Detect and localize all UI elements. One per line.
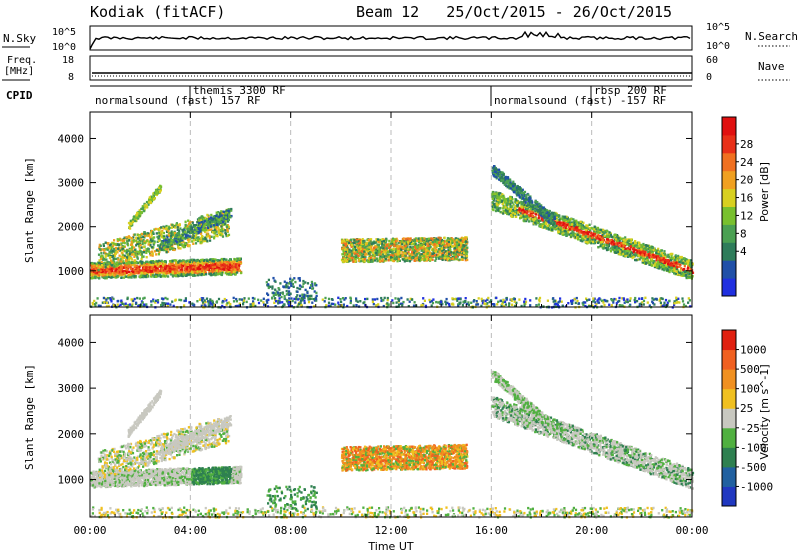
cpid-mode-1: normalsound (fast) 157 RF bbox=[95, 94, 261, 107]
nave-label: Nave bbox=[758, 60, 785, 73]
colorbar-swatch bbox=[722, 134, 736, 154]
vel-ytick-label: 4000 bbox=[58, 336, 85, 349]
colorbar-tick-label: 16 bbox=[740, 192, 753, 205]
colorbar-swatch bbox=[722, 224, 736, 243]
colorbar-tick-label: 12 bbox=[740, 209, 753, 222]
colorbar-swatch bbox=[722, 486, 736, 507]
xtick-label: 16:00 bbox=[475, 524, 508, 537]
colorbar-tick-label: 500 bbox=[740, 363, 760, 376]
freq-tick-high: 18 bbox=[62, 55, 74, 66]
colorbar-tick-label: 4 bbox=[740, 245, 747, 258]
xtick-label: 00:00 bbox=[73, 524, 106, 537]
power-colorbar: 28 24 20 16 12 8 4 bbox=[721, 116, 754, 297]
colorbar-swatch bbox=[722, 206, 736, 225]
power-colorbar-label: Power [dB] bbox=[758, 162, 771, 222]
colorbar-swatch bbox=[722, 170, 736, 190]
nsearch-tick-high: 10^5 bbox=[706, 22, 730, 33]
nsky-trace bbox=[89, 30, 691, 50]
colorbar-tick-label: 24 bbox=[740, 156, 754, 169]
colorbar-swatch bbox=[722, 388, 736, 409]
power-panel: 1000 2000 3000 4000 Slant Range [km] bbox=[23, 111, 695, 309]
colorbar-tick-label: 25 bbox=[740, 402, 753, 415]
colorbar-swatch bbox=[722, 466, 736, 487]
cpid-label: CPID bbox=[6, 89, 33, 102]
colorbar-tick-label: -1000 bbox=[740, 480, 773, 493]
colorbar-swatch bbox=[722, 278, 736, 297]
power-ytick-label: 2000 bbox=[58, 221, 85, 234]
power-ylabel: Slant Range [km] bbox=[23, 157, 36, 263]
colorbar-tick-label: 28 bbox=[740, 138, 753, 151]
nave-tick-low: 0 bbox=[706, 72, 712, 83]
freq-label-2: [MHz] bbox=[4, 66, 34, 77]
vel-ytick-label: 2000 bbox=[58, 428, 85, 441]
xtick-label: 08:00 bbox=[274, 524, 307, 537]
xtick-label: 04:00 bbox=[174, 524, 207, 537]
colorbar-swatch bbox=[722, 408, 736, 429]
colorbar-swatch bbox=[722, 349, 736, 370]
xtick-label: 12:00 bbox=[374, 524, 407, 537]
colorbar-tick-label: 8 bbox=[740, 227, 747, 240]
colorbar-swatch bbox=[722, 117, 736, 136]
nsky-tick-high: 10^5 bbox=[52, 27, 76, 38]
colorbar-tick-label: -100 bbox=[740, 441, 767, 454]
nsearch-label: N.Search bbox=[745, 30, 798, 43]
colorbar-tick-label: 1000 bbox=[740, 344, 767, 357]
power-ytick-label: 1000 bbox=[58, 265, 85, 278]
cpid-panel: CPID normalsound (fast) 157 RF themis 33… bbox=[6, 84, 692, 107]
nsky-tick-low: 10^0 bbox=[52, 42, 76, 53]
xtick-label: 00:00 bbox=[675, 524, 708, 537]
plot-title-station: Kodiak (fitACF) bbox=[90, 3, 225, 21]
velocity-ylabel: Slant Range [km] bbox=[23, 364, 36, 470]
cpid-mode-4: rbsp 200 RF bbox=[594, 84, 667, 97]
freq-tick-low: 8 bbox=[68, 72, 74, 83]
vel-ytick-label: 1000 bbox=[58, 474, 85, 487]
freq-panel: Freq. [MHz] 18 8 60 0 Nave bbox=[2, 55, 790, 83]
xtick-label: 20:00 bbox=[575, 524, 608, 537]
plot-title-date: Beam 12 25/Oct/2015 - 26/Oct/2015 bbox=[356, 3, 672, 21]
colorbar-swatch bbox=[722, 330, 736, 351]
power-ytick-label: 3000 bbox=[58, 177, 85, 190]
colorbar-swatch bbox=[722, 260, 736, 279]
xaxis-label: Time UT bbox=[367, 540, 413, 553]
colorbar-swatch bbox=[722, 152, 736, 172]
freq-label-1: Freq. bbox=[7, 55, 37, 66]
power-ytick-label: 4000 bbox=[58, 132, 85, 145]
velocity-panel: 1000 2000 3000 4000 00:00 04:00 08:00 12:00 16:… bbox=[23, 314, 709, 553]
nave-tick-high: 60 bbox=[706, 55, 718, 66]
nsky-label: N.Sky bbox=[3, 32, 36, 45]
velocity-colorbar: 1000 500 100 25 -25 -100 -500 -1000 bbox=[721, 329, 773, 507]
nsearch-tick-low: 10^0 bbox=[706, 41, 730, 52]
vel-ytick-label: 3000 bbox=[58, 382, 85, 395]
velocity-colorbar-label: Velocity [m s^-1] bbox=[758, 364, 771, 459]
colorbar-swatch bbox=[722, 427, 736, 448]
cpid-mode-3: normalsound (fast) -157 RF bbox=[494, 94, 666, 107]
colorbar-tick-label: 20 bbox=[740, 174, 753, 187]
colorbar-tick-label: 100 bbox=[740, 383, 760, 396]
colorbar-swatch bbox=[722, 369, 736, 390]
cpid-mode-2: themis 3300 RF bbox=[193, 84, 286, 97]
colorbar-tick-label: -500 bbox=[740, 461, 767, 474]
colorbar-swatch bbox=[722, 447, 736, 468]
colorbar-swatch bbox=[722, 188, 736, 207]
colorbar-tick-label: -25 bbox=[740, 422, 760, 435]
nsky-panel: N.Sky 10^5 10^0 10^5 10^0 N.Search bbox=[2, 22, 798, 53]
colorbar-swatch bbox=[722, 242, 736, 261]
